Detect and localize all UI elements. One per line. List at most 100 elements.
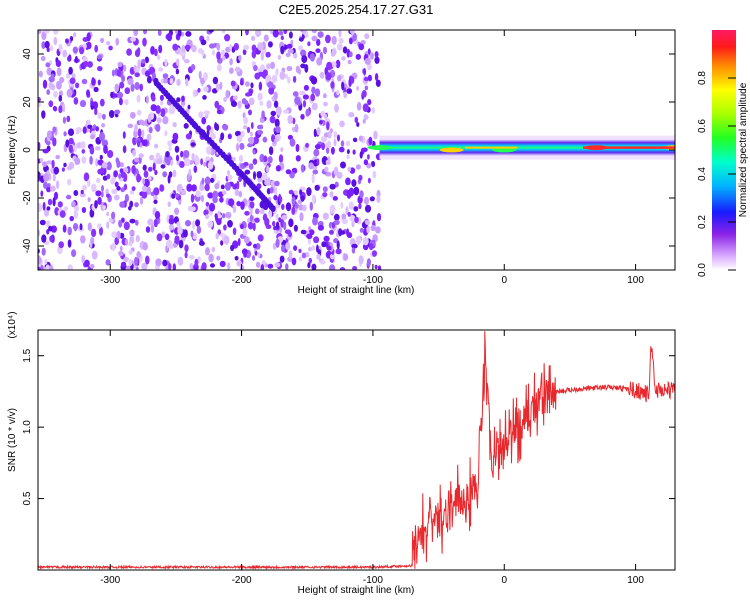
noise-cell	[81, 255, 86, 264]
noise-cell	[224, 182, 231, 191]
y-tick-label: 0.5	[22, 491, 33, 505]
noise-cell	[275, 68, 279, 76]
noise-cell	[46, 206, 51, 211]
heatmap-cells	[38, 30, 675, 270]
noise-cell	[259, 100, 264, 106]
noise-cell	[332, 196, 338, 201]
noise-cell	[214, 122, 218, 131]
x-tick-label: -100	[363, 575, 383, 586]
noise-cell	[302, 94, 309, 100]
noise-cell	[141, 139, 148, 147]
noise-cell	[257, 92, 263, 101]
noise-cell	[273, 100, 279, 108]
noise-cell	[222, 124, 229, 131]
noise-cell	[128, 205, 132, 211]
noise-cell	[323, 235, 330, 242]
noise-cell	[340, 140, 345, 147]
noise-cell	[222, 213, 226, 219]
noise-cell	[278, 217, 282, 223]
noise-cell	[314, 88, 321, 97]
noise-cell	[192, 89, 196, 98]
noise-cell	[68, 144, 74, 153]
noise-cell	[292, 117, 296, 125]
noise-cell	[333, 166, 339, 176]
noise-cell	[55, 154, 60, 160]
noise-cell	[67, 178, 72, 186]
noise-cell	[354, 116, 359, 124]
noise-cell	[244, 236, 250, 244]
noise-cell	[41, 247, 46, 256]
noise-cell	[66, 88, 73, 98]
noise-cell	[373, 130, 378, 140]
noise-cell	[261, 110, 265, 119]
noise-cell	[250, 35, 256, 42]
noise-cell	[331, 35, 337, 45]
noise-cell	[210, 263, 215, 268]
noise-cell	[345, 177, 351, 186]
x-tick-label: -200	[232, 575, 252, 586]
noise-cell	[354, 216, 359, 224]
noise-cell	[331, 61, 337, 68]
noise-cell	[233, 42, 239, 51]
noise-cell	[44, 209, 50, 217]
noise-cell	[147, 218, 154, 226]
noise-cell	[71, 201, 76, 207]
noise-cell	[225, 89, 230, 99]
noise-cell	[45, 62, 51, 68]
noise-cell	[178, 239, 184, 249]
noise-cell	[106, 161, 112, 171]
noise-cell	[113, 194, 120, 201]
noise-cell	[153, 199, 158, 204]
noise-cell	[46, 220, 51, 228]
noise-cell	[110, 91, 114, 99]
noise-cell	[255, 30, 262, 38]
noise-cell	[348, 37, 353, 45]
noise-cell	[227, 170, 230, 176]
noise-cell	[120, 187, 126, 193]
noise-cell	[245, 92, 252, 97]
noise-cell	[121, 75, 126, 83]
noise-cell	[66, 115, 71, 123]
noise-cell	[97, 54, 103, 60]
noise-cell	[272, 30, 279, 38]
noise-cell	[50, 185, 56, 192]
noise-cell	[168, 263, 172, 270]
noise-cell	[377, 265, 382, 270]
noise-cell	[195, 190, 201, 198]
noise-cell	[94, 146, 101, 151]
noise-cell	[38, 202, 43, 212]
noise-cell	[81, 207, 87, 213]
noise-cell	[367, 177, 371, 184]
noise-cell	[234, 255, 239, 261]
noise-cell	[164, 58, 168, 67]
noise-cell	[191, 44, 197, 53]
noise-cell	[68, 162, 75, 170]
noise-cell	[222, 190, 227, 195]
noise-cell	[190, 193, 195, 203]
noise-cell	[179, 51, 186, 57]
noise-cell	[100, 191, 104, 198]
noise-cell	[247, 221, 254, 230]
noise-cell	[90, 237, 95, 244]
noise-cell	[361, 147, 368, 153]
noise-cell	[338, 30, 342, 38]
noise-cell	[63, 162, 67, 168]
noise-cell	[61, 167, 65, 172]
noise-cell	[162, 171, 168, 178]
noise-cell	[319, 259, 326, 265]
noise-cell	[245, 81, 250, 87]
noise-cell	[255, 243, 261, 250]
noise-cell	[223, 235, 230, 245]
noise-cell	[341, 218, 348, 225]
noise-cell	[287, 48, 294, 54]
noise-cell	[156, 117, 162, 124]
noise-cell	[157, 54, 161, 61]
noise-cell	[329, 183, 336, 190]
noise-cell	[176, 221, 181, 227]
noise-cell	[136, 94, 141, 103]
noise-cell	[284, 229, 292, 235]
noise-cell	[251, 44, 257, 52]
y-multiplier-label: (x10⁴)	[7, 311, 18, 338]
noise-cell	[87, 124, 93, 129]
noise-cell	[322, 192, 328, 198]
